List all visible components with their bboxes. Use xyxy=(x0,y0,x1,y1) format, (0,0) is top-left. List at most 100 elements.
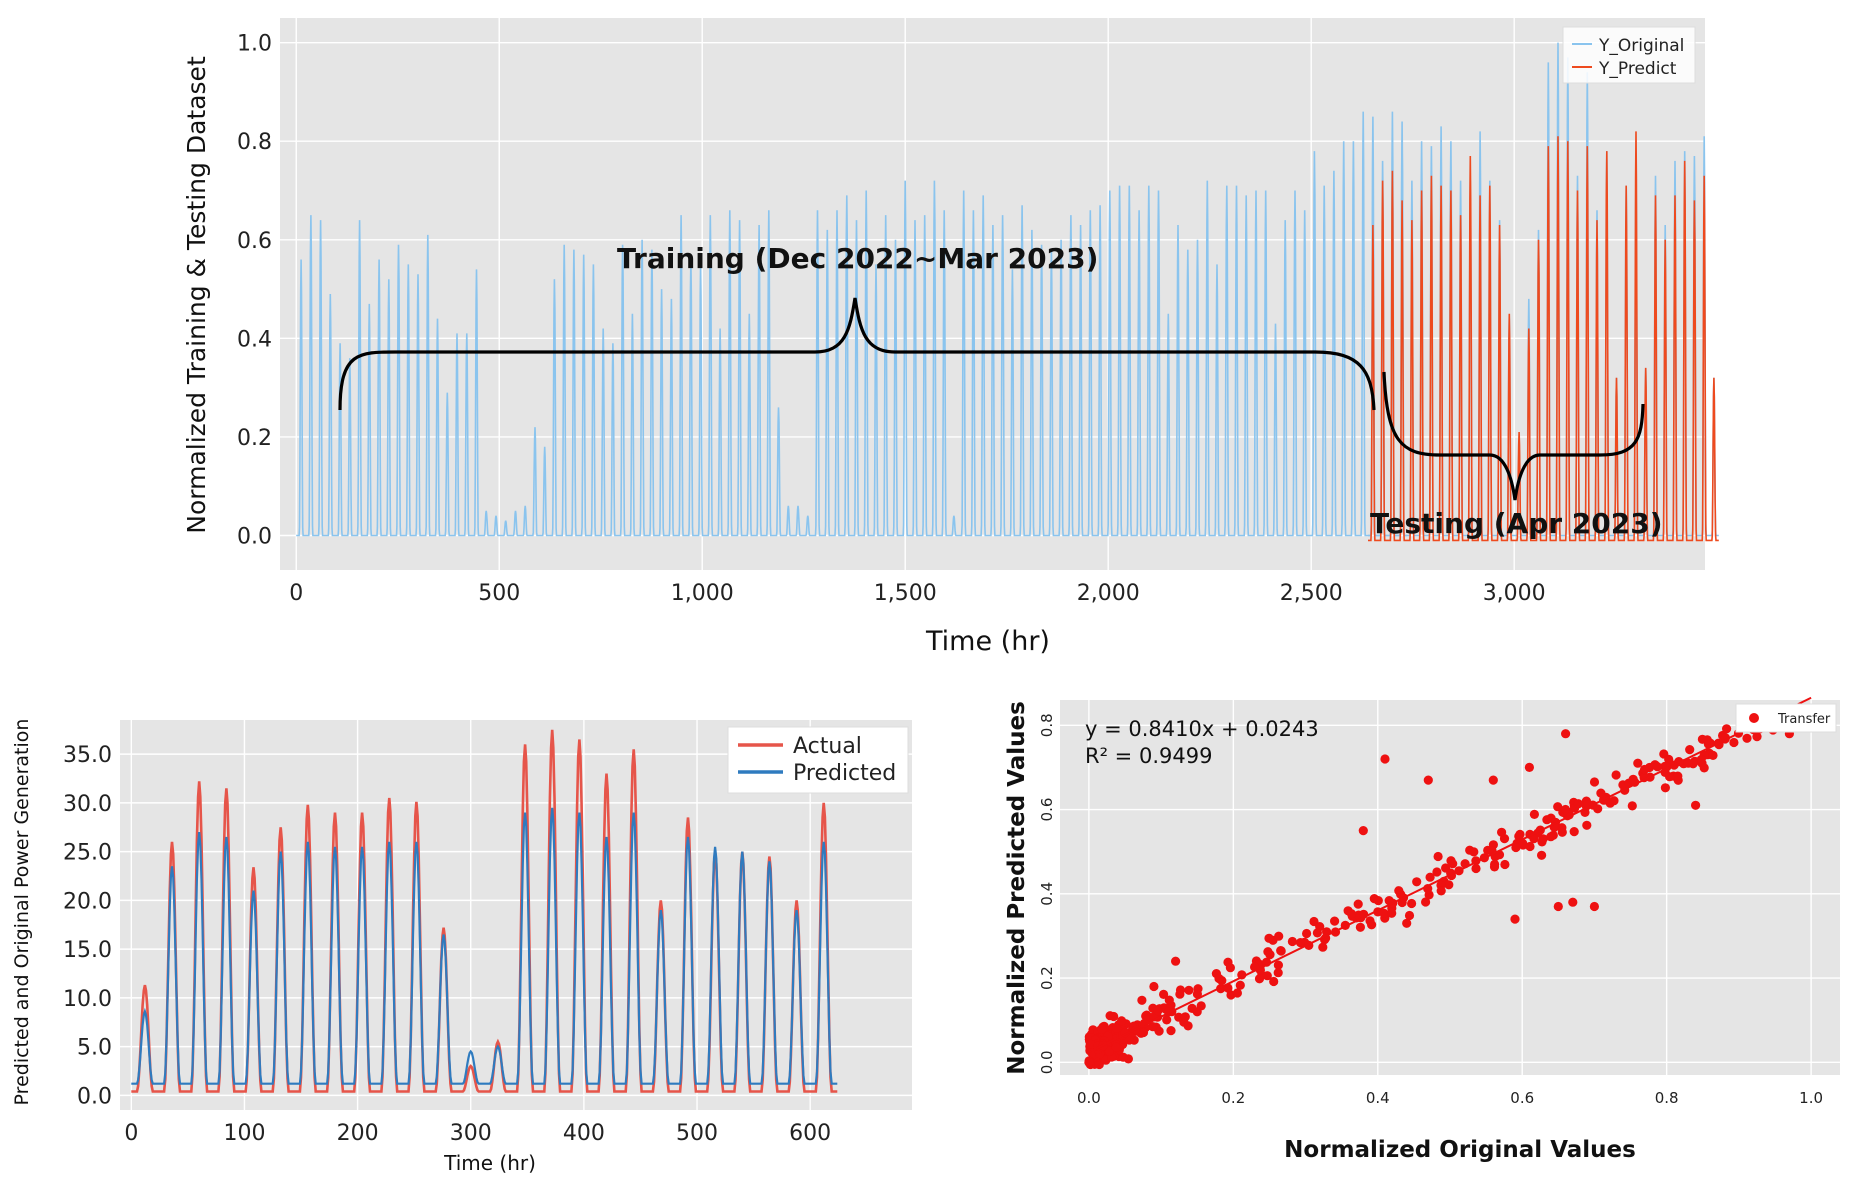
scatter-point xyxy=(1529,834,1539,844)
scatter-point xyxy=(1691,800,1701,810)
scatter-point xyxy=(1699,763,1709,773)
scatter-point xyxy=(1664,754,1674,765)
scatter-point xyxy=(1589,901,1599,912)
scatter-point xyxy=(1673,771,1683,781)
scatter-point xyxy=(1436,886,1446,896)
top-x-tick-label: 0 xyxy=(289,581,303,606)
scatter-point xyxy=(1589,777,1600,787)
top-y-tick-label: 0.2 xyxy=(237,426,272,451)
scatter-point xyxy=(1639,764,1650,775)
bottom-right-chart: 0.0 0.2 0.4 0.6 0.8 1.0 0.0 0.2 0.4 0.6 0.8 Norma… xyxy=(1004,696,1840,1163)
scatter-point xyxy=(1264,933,1274,943)
scatter-point xyxy=(1137,995,1147,1005)
top-x-tick-label: 1,000 xyxy=(671,581,734,606)
scatter-point xyxy=(1166,1026,1176,1036)
scatter-point xyxy=(1633,758,1643,768)
scatter-point xyxy=(1423,775,1433,785)
scatter-point xyxy=(1596,788,1606,798)
scatter-point xyxy=(1421,897,1431,907)
scatter-point xyxy=(1148,1022,1158,1032)
scatter-point xyxy=(1628,774,1638,784)
br-y-tick-label: 0.0 xyxy=(1038,1050,1056,1074)
scatter-point xyxy=(1529,809,1539,820)
scatter-point xyxy=(1611,770,1621,780)
bl-legend-box xyxy=(727,726,909,794)
scatter-point xyxy=(1593,804,1603,814)
scatter-point xyxy=(1287,936,1297,947)
scatter-point xyxy=(1742,733,1752,743)
scatter-point xyxy=(1394,886,1404,896)
scatter-point xyxy=(1722,724,1732,734)
br-x-tick-label: 0.4 xyxy=(1366,1089,1390,1107)
bl-x-tick-label: 400 xyxy=(563,1121,605,1146)
scatter-point xyxy=(1111,1042,1121,1052)
br-fit-line xyxy=(1088,696,1812,1054)
br-x-axis-label: Normalized Original Values xyxy=(1284,1137,1636,1163)
br-x-tick-label: 0.6 xyxy=(1510,1089,1534,1107)
scatter-point xyxy=(1573,799,1583,809)
bl-y-tick-label: 10.0 xyxy=(63,987,112,1012)
br-x-tick-label: 1.0 xyxy=(1799,1089,1823,1107)
scatter-point xyxy=(1510,914,1520,924)
scatter-point xyxy=(1254,974,1265,984)
top-x-tick-label: 2,000 xyxy=(1077,581,1140,606)
top-x-tick-labels: 0 500 1,000 1,500 2,000 2,500 3,000 xyxy=(289,581,1545,606)
bl-y-tick-label: 25.0 xyxy=(63,841,112,866)
br-y-axis-label: Normalized Predicted Values xyxy=(1004,701,1030,1075)
scatter-point xyxy=(1557,823,1567,833)
y-original-training-line xyxy=(296,111,1407,537)
scatter-point xyxy=(1752,732,1762,742)
scatter-point xyxy=(1118,1052,1128,1062)
scatter-point xyxy=(1404,910,1415,921)
scatter-point xyxy=(1315,922,1325,932)
bl-y-tick-labels: 0.0 5.0 10.0 15.0 20.0 25.0 30.0 35.0 xyxy=(63,743,112,1109)
scatter-point xyxy=(1609,796,1619,806)
top-y-axis-label: Normalized Training & Testing Dataset xyxy=(182,56,211,534)
scatter-point xyxy=(1729,737,1739,748)
bl-x-tick-label: 600 xyxy=(789,1121,831,1146)
top-x-tick-label: 500 xyxy=(478,581,520,606)
top-x-axis-label: Time (hr) xyxy=(925,626,1050,657)
scatter-point xyxy=(1407,898,1417,909)
scatter-point xyxy=(1489,862,1500,872)
scatter-point xyxy=(1225,963,1235,973)
scatter-point xyxy=(1627,801,1637,811)
predicted-line xyxy=(131,807,838,1085)
bottom-left-chart: 0 100 200 300 400 500 600 0.0 5.0 10.0 15.0 20.0 25… xyxy=(11,719,912,1175)
legend-y-original-label: Y_Original xyxy=(1598,36,1684,56)
top-x-tick-label: 2,500 xyxy=(1280,581,1343,606)
scatter-point xyxy=(1582,820,1592,830)
scatter-point xyxy=(1546,832,1556,842)
scatter-point xyxy=(1542,815,1552,825)
scatter-point xyxy=(1273,960,1283,970)
scatter-point xyxy=(1164,995,1174,1005)
scatter-point xyxy=(1561,729,1571,739)
scatter-point xyxy=(1708,750,1718,761)
br-x-tick-label: 0.0 xyxy=(1077,1089,1101,1107)
scatter-point xyxy=(1500,859,1510,870)
training-brace xyxy=(338,297,1376,411)
legend-y-predict-label: Y_Predict xyxy=(1598,59,1677,79)
scatter-point xyxy=(1318,942,1328,952)
scatter-point xyxy=(1373,896,1383,906)
scatter-point xyxy=(1402,918,1412,928)
br-y-tick-label: 0.6 xyxy=(1038,798,1056,822)
bl-x-tick-label: 0 xyxy=(124,1121,138,1146)
y-predict-line xyxy=(1368,131,1719,542)
scatter-point xyxy=(1387,908,1397,918)
top-x-tick-label: 1,500 xyxy=(874,581,937,606)
scatter-point xyxy=(1273,968,1283,978)
bl-series-group xyxy=(131,729,838,1093)
br-x-tick-labels: 0.0 0.2 0.4 0.6 0.8 1.0 xyxy=(1077,1089,1823,1107)
scatter-point xyxy=(1171,956,1181,966)
top-chart: 0 500 1,000 1,500 2,000 2,500 3,000 0.00.20.40… xyxy=(182,18,1719,657)
scatter-point xyxy=(1274,931,1284,941)
scatter-point xyxy=(1175,989,1185,999)
scatter-point xyxy=(1488,775,1498,785)
training-annotation: Training (Dec 2022~Mar 2023) xyxy=(617,242,1098,275)
scatter-point xyxy=(1425,872,1435,882)
scatter-point xyxy=(1084,1057,1094,1067)
scatter-point xyxy=(1262,971,1272,981)
scatter-point xyxy=(1569,827,1579,837)
